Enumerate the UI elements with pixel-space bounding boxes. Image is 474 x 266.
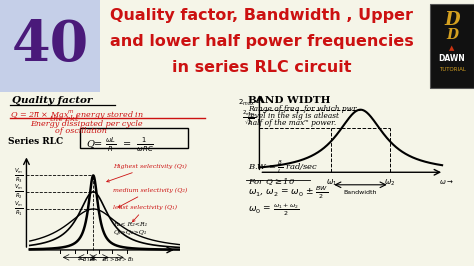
Text: D: D	[446, 28, 458, 42]
Text: $\omega_0$ = $\frac{\omega_1 + \omega_2}{2}$: $\omega_0$ = $\frac{\omega_1 + \omega_2}…	[248, 201, 299, 218]
Text: D: D	[444, 11, 460, 29]
Text: $\omega_2$: $\omega_2$	[384, 178, 395, 188]
Text: R₃< R₂<R₁: R₃< R₂<R₁	[113, 222, 147, 227]
Text: the ckt: the ckt	[50, 115, 78, 123]
Text: ▲: ▲	[449, 45, 455, 51]
Text: DAWN: DAWN	[438, 54, 465, 63]
Text: Bandwidth: Bandwidth	[344, 190, 377, 195]
Text: TUTORIAL: TUTORIAL	[438, 67, 465, 72]
Text: medium selectivity (Q₂): medium selectivity (Q₂)	[113, 188, 188, 207]
Text: $\omega_1$, $\omega_2$ = $\omega_0$ $\pm$ $\frac{BW}{2}$: $\omega_1$, $\omega_2$ = $\omega_0$ $\pm…	[248, 184, 328, 201]
Text: 40: 40	[11, 18, 89, 73]
Text: BAND WIDTH: BAND WIDTH	[248, 96, 330, 105]
Text: $\omega_1$: $\omega_1$	[326, 178, 337, 188]
Text: For Q$\geq$10: For Q$\geq$10	[248, 176, 295, 186]
Text: Energy dissipated per cycle: Energy dissipated per cycle	[30, 120, 143, 128]
Text: $2_{max}$: $2_{max}$	[238, 98, 255, 109]
Text: $B_1>B_2>B_3$: $B_1>B_2>B_3$	[101, 255, 135, 264]
Bar	[430, 4, 474, 88]
Text: least selectivity (Q₁): least selectivity (Q₁)	[113, 205, 177, 222]
Text: $\frac{2_{max}}{\sqrt{2}}$: $\frac{2_{max}}{\sqrt{2}}$	[242, 109, 255, 127]
FancyBboxPatch shape	[81, 128, 189, 148]
Text: $\leftarrow B_3\rightarrow$: $\leftarrow B_3\rightarrow$	[76, 255, 96, 264]
Text: Q = 2$\pi$ × Max$^m$ energy stored in: Q = 2$\pi$ × Max$^m$ energy stored in	[10, 108, 144, 121]
Text: $B_2$: $B_2$	[90, 255, 97, 264]
Text: Q₃>Q₂>Q₁: Q₃>Q₂>Q₁	[113, 229, 146, 234]
Text: Range of freq. for which pwr: Range of freq. for which pwr	[248, 105, 356, 113]
Text: Quality factor, Bandwidth , Upper: Quality factor, Bandwidth , Upper	[110, 9, 413, 23]
Text: Quality factor: Quality factor	[12, 96, 92, 105]
Text: half of the maxᵐ power.: half of the maxᵐ power.	[248, 119, 336, 127]
Text: B.W = $\frac{\beta}{L}$ rad/sec: B.W = $\frac{\beta}{L}$ rad/sec	[248, 158, 319, 176]
Text: $\frac{V_m}{R_1}$: $\frac{V_m}{R_1}$	[14, 200, 23, 218]
Text: of oscillation: of oscillation	[55, 127, 107, 135]
Text: and lower half power frequencies: and lower half power frequencies	[110, 34, 414, 49]
Text: Series RLC: Series RLC	[8, 137, 63, 146]
Text: in series RLC circuit: in series RLC circuit	[172, 60, 352, 75]
Text: Q= $\frac{\omega L}{R}$  =  $\frac{1}{\omega RC}$: Q= $\frac{\omega L}{R}$ = $\frac{1}{\ome…	[86, 136, 154, 154]
Text: $\frac{V_m}{R_2}$: $\frac{V_m}{R_2}$	[14, 183, 23, 201]
Text: level in the slg is atleast: level in the slg is atleast	[248, 112, 339, 120]
Text: $\omega \rightarrow$: $\omega \rightarrow$	[438, 178, 453, 186]
Text: Highest selectivity (Q₃): Highest selectivity (Q₃)	[107, 164, 187, 182]
Text: $\frac{V_m}{R_3}$: $\frac{V_m}{R_3}$	[14, 166, 23, 185]
Bar	[0, 0, 100, 92]
